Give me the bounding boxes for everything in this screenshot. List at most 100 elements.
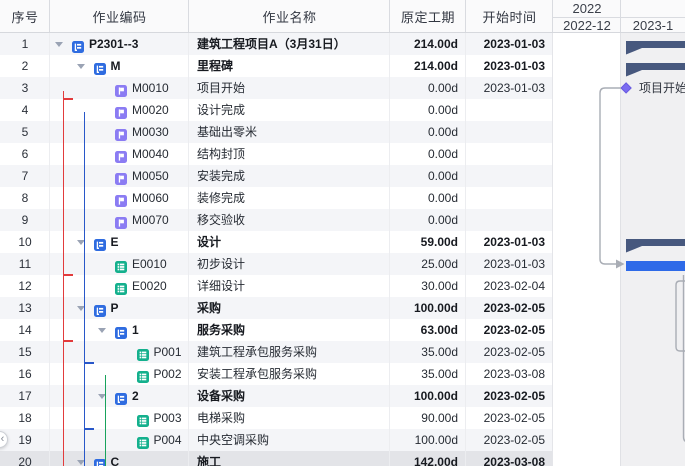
table-row[interactable]: 14 1 服务采购 63.00d 2023-02-05	[0, 319, 685, 341]
timeline-month-cell-dec: 2022-12	[553, 17, 621, 33]
table-row[interactable]: 11 E0010 初步设计 25.00d 2023-01-03	[0, 253, 685, 275]
row-background	[0, 33, 553, 55]
expand-collapse-arrow-icon[interactable]	[98, 393, 106, 399]
activity-code: E0010	[132, 257, 167, 271]
table-row[interactable]: 19 P004 中央空调采购 100.00d 2023-02-05	[0, 429, 685, 451]
row-number: 12	[18, 279, 32, 293]
wbs-icon	[72, 38, 84, 53]
activity-code: P	[110, 301, 119, 315]
expand-collapse-arrow-icon[interactable]	[76, 459, 85, 465]
activity-name: 详细设计	[197, 279, 246, 293]
row-background	[0, 275, 553, 297]
gantt-shaded-period	[620, 363, 685, 385]
expand-collapse-arrow-icon[interactable]	[76, 63, 85, 69]
activity-code: E	[110, 235, 119, 249]
table-row[interactable]: 17 2 设备采购 100.00d 2023-02-05	[0, 385, 685, 407]
activity-name: 里程碑	[197, 59, 234, 73]
original-duration: 214.00d	[413, 59, 458, 73]
start-date: 2023-02-05	[483, 323, 545, 337]
original-duration: 0.00d	[427, 213, 458, 227]
tree-branch-tick	[62, 98, 73, 100]
row-number: 15	[18, 345, 32, 359]
table-row[interactable]: 8 M0060 装修完成 0.00d	[0, 187, 685, 209]
gantt-shaded-period	[620, 451, 685, 466]
header-divider	[552, 0, 553, 33]
column-grid-line	[465, 33, 466, 466]
original-duration: 0.00d	[427, 169, 458, 183]
wbs-icon	[93, 60, 106, 75]
table-row[interactable]: 5 M0030 基础出零米 0.00d	[0, 121, 685, 143]
column-header-name[interactable]: 作业名称	[189, 0, 390, 33]
tree-branch-tick	[83, 362, 94, 364]
table-row[interactable]: 1 P2301--3 建筑工程项目A（3月31日） 214.00d 2023-01-03	[0, 33, 685, 55]
table-row[interactable]: 12 E0020 详细设计 30.00d 2023-02-04	[0, 275, 685, 297]
milestone-icon	[115, 104, 127, 119]
gantt-shaded-period	[620, 275, 685, 297]
milestone-icon	[115, 82, 127, 97]
task-bar[interactable]	[626, 261, 685, 271]
table-header: 序号 作业编码 作业名称 原定工期 开始时间 2022 2022-12 2023…	[0, 0, 685, 33]
activity-code: M0060	[132, 191, 169, 205]
table-row[interactable]: 7 M0050 安装完成 0.00d	[0, 165, 685, 187]
column-header-duration-label: 原定工期	[400, 10, 455, 25]
original-duration: 30.00d	[421, 279, 458, 293]
original-duration: 63.00d	[420, 323, 458, 337]
header-divider	[188, 0, 189, 33]
column-header-num[interactable]: 序号	[0, 0, 50, 33]
row-background	[0, 143, 553, 165]
table-row[interactable]: 15 P001 建筑工程承包服务采购 35.00d 2023-02-05	[0, 341, 685, 363]
timeline-month-label-jan: 2023-1	[632, 17, 674, 33]
original-duration: 100.00d	[413, 389, 458, 403]
row-background	[0, 231, 553, 253]
start-date: 2023-02-05	[483, 345, 545, 359]
original-duration: 25.00d	[421, 257, 458, 271]
summary-bar[interactable]	[626, 41, 685, 55]
row-number: 18	[18, 411, 32, 425]
table-row[interactable]: 18 P003 电梯采购 90.00d 2023-02-05	[0, 407, 685, 429]
expand-collapse-arrow-icon[interactable]	[76, 305, 85, 311]
start-date: 2023-01-03	[483, 235, 545, 249]
activity-name: 基础出零米	[197, 125, 258, 139]
gantt-shaded-period	[620, 143, 685, 165]
expand-collapse-arrow-icon[interactable]	[76, 239, 85, 245]
task-icon	[115, 258, 127, 273]
activity-code: M0010	[132, 81, 169, 95]
original-duration: 214.00d	[413, 37, 458, 51]
row-number: 2	[21, 59, 29, 73]
original-duration: 59.00d	[420, 235, 458, 249]
milestone-icon	[115, 214, 127, 229]
row-number: 20	[18, 455, 32, 466]
table-row[interactable]: 13 P 采购 100.00d 2023-02-05	[0, 297, 685, 319]
tree-branch-line	[62, 91, 65, 466]
gantt-shaded-period	[620, 341, 685, 363]
expand-collapse-arrow-icon[interactable]	[98, 327, 106, 333]
table-row[interactable]: 3 M0010 项目开始 0.00d 2023-01-03 项目开始	[0, 77, 685, 99]
column-header-start[interactable]: 开始时间	[466, 0, 553, 33]
table-row[interactable]: 4 M0020 设计完成 0.00d	[0, 99, 685, 121]
table-row[interactable]: 16 P002 安装工程承包服务采购 35.00d 2023-03-08	[0, 363, 685, 385]
activity-code: M0040	[132, 147, 169, 161]
activity-code: P004	[153, 433, 182, 447]
table-row[interactable]: 10 E 设计 59.00d 2023-01-03	[0, 231, 685, 253]
activity-code: 2	[132, 389, 139, 403]
table-row[interactable]: 9 M0070 移交验收 0.00d	[0, 209, 685, 231]
table-row[interactable]: 2 M 里程碑 214.00d 2023-01-03	[0, 55, 685, 77]
activity-name: 采购	[197, 301, 222, 315]
summary-bar[interactable]	[626, 239, 685, 253]
table-row[interactable]: 20 C 施工 142.00d 2023-03-08	[0, 451, 685, 466]
expand-collapse-arrow-icon[interactable]	[55, 41, 63, 47]
column-header-duration[interactable]: 原定工期	[390, 0, 466, 33]
gantt-shaded-period	[620, 77, 685, 99]
timeline-month-cell-jan: 2023-1	[621, 17, 685, 33]
activity-name: 设备采购	[197, 389, 246, 403]
row-number: 11	[18, 257, 32, 271]
start-date: 2023-01-03	[483, 257, 545, 271]
column-header-code[interactable]: 作业编码	[50, 0, 189, 33]
milestone-icon	[115, 126, 127, 141]
original-duration: 90.00d	[421, 411, 458, 425]
summary-bar[interactable]	[626, 63, 685, 77]
table-row[interactable]: 6 M0040 结构封顶 0.00d	[0, 143, 685, 165]
original-duration: 35.00d	[421, 367, 458, 381]
row-background	[0, 253, 553, 275]
